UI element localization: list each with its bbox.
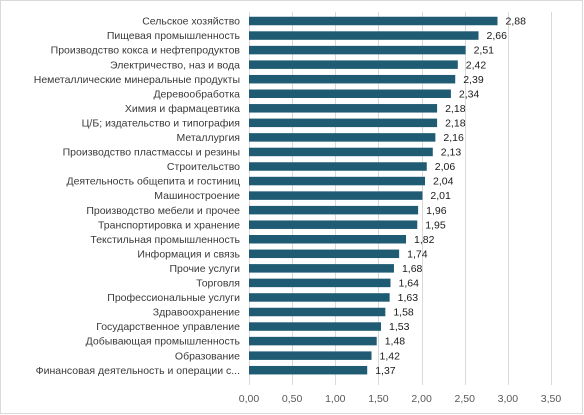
category-labels: Сельское хозяйство Пищевая промышленность… (34, 16, 241, 377)
category-label: Торговля (196, 278, 240, 290)
x-tick-label: 2,00 (411, 393, 432, 405)
data-label: 2,42 (466, 59, 487, 71)
bar (249, 220, 418, 229)
category-label: Электричество, наз и вода (110, 59, 240, 71)
bar (249, 60, 458, 69)
data-label: 1,96 (426, 205, 447, 217)
category-label: Неметаллические минеральные продукты (34, 74, 240, 86)
data-label: 1,53 (389, 321, 410, 333)
data-label: 1,48 (385, 336, 406, 348)
value-labels: 2,88 2,66 2,51 2,42 2,39 2,34 2,18 2,18 2,16 2,13… (375, 16, 526, 377)
bar (249, 104, 438, 113)
bar (249, 235, 407, 244)
category-label: Транспортировка и хранение (98, 219, 240, 231)
bar (249, 264, 394, 273)
category-label: Производство кокса и нефтепродуктов (51, 45, 241, 57)
category-label: Добывающая промышленность (86, 336, 241, 348)
data-label: 2,18 (445, 103, 466, 115)
x-tick-label: 2,50 (454, 393, 475, 405)
category-label: Текстильная промышленность (90, 234, 240, 246)
data-label: 1,95 (425, 219, 446, 231)
data-label: 1,42 (380, 350, 401, 362)
category-label: Ц/Б; издательство и типография (82, 117, 240, 129)
x-tick-label: 0,50 (282, 393, 303, 405)
data-label: 2,39 (463, 74, 484, 86)
data-label: 1,74 (407, 248, 428, 260)
category-label: Деятельность общепита и гостиниц (66, 176, 240, 188)
category-label: Металлургия (177, 132, 241, 144)
x-tick-label: 1,00 (325, 393, 346, 405)
bar (249, 133, 436, 142)
bar (249, 351, 372, 360)
bars (249, 16, 498, 375)
x-tick-label: 3,00 (498, 393, 519, 405)
x-tick-label: 1,50 (368, 393, 389, 405)
data-label: 2,01 (430, 190, 451, 202)
bar (249, 89, 451, 98)
category-label: Государственное управление (96, 321, 240, 333)
bar (249, 322, 382, 331)
data-label: 2,13 (441, 147, 462, 159)
category-label: Деревообработка (153, 88, 240, 100)
data-label: 2,18 (445, 117, 466, 129)
bar (249, 293, 390, 302)
data-label: 2,88 (506, 16, 527, 28)
bar (249, 249, 400, 259)
category-label: Машиностроение (154, 190, 240, 202)
category-label: Пищевая промышленность (107, 30, 241, 42)
bar (249, 31, 479, 40)
data-label: 1,63 (398, 292, 419, 304)
category-label: Производство мебели и прочее (86, 205, 240, 217)
data-label: 1,82 (414, 234, 435, 246)
data-label: 2,06 (435, 161, 456, 173)
data-label: 2,34 (459, 88, 480, 100)
bar (249, 176, 426, 186)
bar (249, 365, 368, 375)
category-label: Прочие услуги (169, 263, 240, 275)
bar (249, 118, 438, 128)
bar (249, 16, 498, 26)
data-label: 1,64 (399, 278, 420, 290)
bar (249, 147, 433, 157)
bar (249, 74, 456, 84)
x-axis-ticks: 0,00 0,50 1,00 1,50 2,00 2,50 3,00 3,50 (239, 393, 562, 405)
bar (249, 307, 386, 317)
category-label: Профессиональные услуги (107, 292, 240, 304)
category-label: Производство пластмассы и резины (63, 147, 240, 159)
data-label: 1,37 (375, 365, 396, 377)
data-label: 2,66 (487, 30, 508, 42)
data-label: 2,04 (433, 176, 454, 188)
category-label: Информация и связь (137, 248, 240, 260)
category-label: Строительство (167, 161, 240, 173)
bar (249, 191, 423, 200)
category-label: Химия и фармацевтика (125, 103, 240, 115)
data-label: 1,58 (393, 307, 414, 319)
category-label: Образование (175, 350, 240, 362)
data-label: 2,16 (443, 132, 464, 144)
bar (249, 205, 419, 215)
category-label: Финансовая деятельность и операции с... (36, 365, 240, 377)
x-tick-label: 0,00 (239, 393, 260, 405)
bar (249, 162, 427, 171)
bar (249, 45, 466, 55)
data-label: 2,51 (474, 45, 495, 57)
bar (249, 278, 391, 288)
category-label: Сельское хозяйство (142, 16, 240, 28)
category-label: Здравоохранение (153, 307, 240, 319)
x-tick-label: 3,50 (541, 393, 562, 405)
bar (249, 336, 377, 346)
data-label: 1,68 (402, 263, 423, 275)
